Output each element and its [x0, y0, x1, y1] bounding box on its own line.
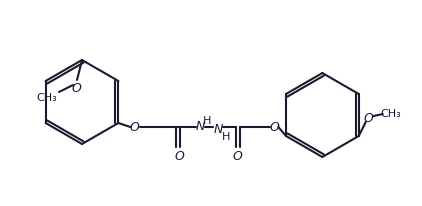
Text: N: N [196, 120, 205, 133]
Text: O: O [71, 82, 81, 95]
Text: O: O [364, 112, 374, 125]
Text: CH₃: CH₃ [380, 109, 401, 118]
Text: O: O [130, 121, 139, 134]
Text: N: N [214, 123, 223, 136]
Text: H: H [222, 131, 230, 141]
Text: H: H [203, 115, 211, 125]
Text: CH₃: CH₃ [37, 92, 57, 103]
Text: O: O [174, 150, 184, 163]
Text: O: O [269, 121, 279, 134]
Text: O: O [233, 150, 242, 163]
